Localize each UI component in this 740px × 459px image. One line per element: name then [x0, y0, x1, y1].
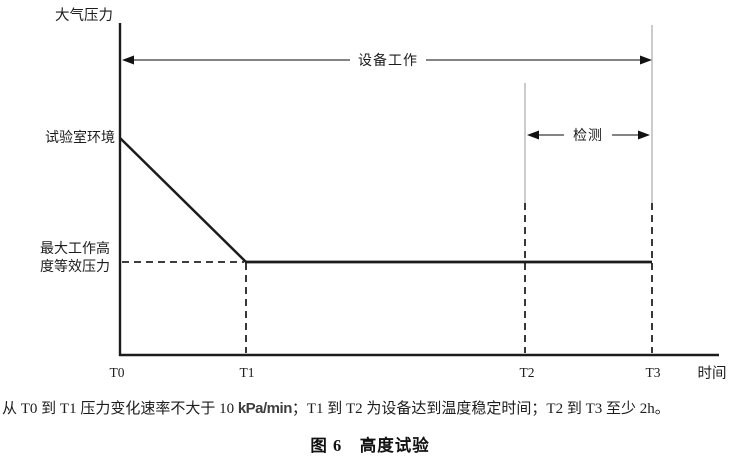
note-text-before-unit: 从 T0 到 T1 压力变化速率不大于 10: [2, 401, 238, 417]
tick-t0: T0: [110, 365, 125, 380]
tick-t2: T2: [520, 365, 535, 380]
equipment-arrow-label-bg: [350, 49, 426, 71]
detection-range-arrow: 检测: [527, 124, 650, 145]
detection-arrow-label-bg: [564, 124, 612, 145]
arrow-left-icon: [527, 130, 539, 140]
figure-caption: 图 6 高度试验: [310, 436, 430, 455]
equipment-working-range-arrow: 设备工作: [122, 49, 652, 71]
max-altitude-pressure-label-line2: 度等效压力: [40, 258, 110, 275]
tick-t1: T1: [240, 365, 255, 380]
note-unit-kpa-min: kPa/min: [237, 400, 293, 417]
detection-label: 检测: [573, 128, 603, 144]
equipment-working-label: 设备工作: [358, 52, 418, 69]
arrow-left-icon: [122, 55, 134, 65]
pressure-time-chart: 设备工作 检测 大气压力 时间 试验室环境 最大工作高 度等效压力 T0 T1 …: [40, 7, 727, 382]
arrow-right-icon: [638, 130, 650, 140]
x-axis-title: 时间: [698, 365, 727, 382]
lab-ambient-level-label: 试验室环境: [45, 129, 115, 146]
y-axis-title: 大气压力: [55, 7, 113, 24]
figure-note: 从 T0 到 T1 压力变化速率不大于 10 kPa/min；T1 到 T2 为…: [2, 399, 738, 419]
pressure-curve-ramp: [119, 137, 247, 263]
max-altitude-pressure-label-line1: 最大工作高: [40, 240, 110, 257]
arrow-right-icon: [640, 55, 652, 65]
note-text-after-unit: ；T1 到 T2 为设备达到温度稳定时间；T2 到 T3 至少 2h。: [291, 401, 670, 417]
tick-t3: T3: [646, 365, 661, 380]
